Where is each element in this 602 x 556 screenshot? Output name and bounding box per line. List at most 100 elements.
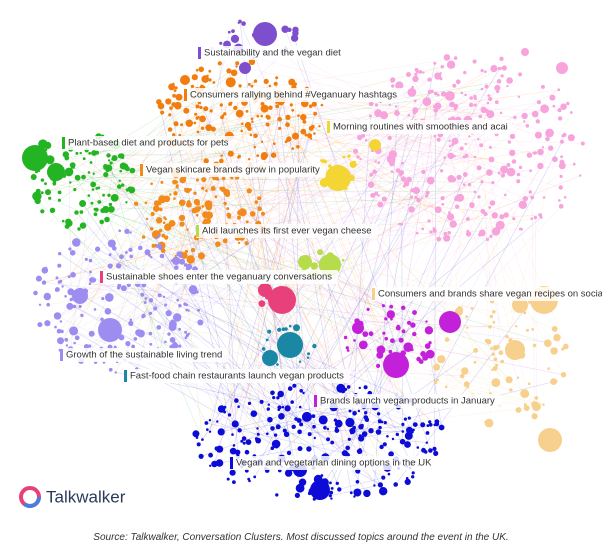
node (296, 418, 302, 423)
node (37, 192, 40, 196)
node (448, 139, 451, 142)
node (229, 469, 236, 476)
node (441, 65, 445, 68)
edge (205, 171, 302, 345)
node (499, 56, 504, 61)
node (363, 415, 369, 420)
node (173, 89, 177, 92)
node (266, 407, 270, 411)
edge (432, 91, 489, 96)
edge (108, 107, 271, 196)
node (35, 275, 42, 282)
node (401, 329, 406, 334)
label-bar (314, 395, 317, 407)
node (179, 254, 183, 258)
node (260, 104, 269, 113)
edge (387, 175, 402, 437)
node (297, 446, 303, 452)
node (444, 337, 450, 342)
edge (216, 128, 312, 237)
node (284, 405, 291, 412)
node (488, 156, 495, 163)
node (150, 211, 155, 217)
node (358, 386, 361, 390)
node (256, 427, 259, 430)
node (308, 104, 313, 108)
node (526, 152, 533, 158)
cluster-label: Consumers rallying behind #Veganuary has… (190, 90, 397, 101)
node (151, 230, 161, 239)
node (258, 300, 266, 307)
node (196, 202, 200, 206)
node (107, 295, 113, 301)
node (465, 217, 470, 221)
node (237, 21, 240, 24)
node (178, 258, 186, 265)
label-bar (198, 47, 201, 59)
node (284, 469, 293, 477)
node (144, 297, 148, 300)
node (501, 65, 507, 71)
node (318, 125, 321, 128)
label-bar (60, 349, 63, 361)
node (461, 367, 469, 375)
edge (174, 181, 483, 212)
node (443, 231, 448, 236)
node (550, 347, 558, 355)
logo-icon-part (19, 486, 41, 508)
node (78, 304, 82, 309)
node (108, 367, 113, 372)
node (263, 78, 269, 84)
node (495, 363, 499, 367)
node (537, 148, 544, 156)
node (90, 201, 94, 205)
node (125, 341, 131, 347)
node (301, 411, 312, 422)
node (307, 432, 312, 437)
node (456, 193, 464, 202)
node (175, 93, 183, 101)
node (265, 122, 270, 127)
node (289, 103, 293, 107)
node (490, 347, 493, 351)
edge (280, 232, 418, 395)
node (535, 119, 540, 124)
edge (342, 112, 502, 391)
hub-node (505, 340, 525, 360)
node (150, 182, 153, 185)
node (119, 162, 127, 170)
node (231, 420, 239, 428)
edge (117, 123, 177, 323)
node (40, 178, 45, 182)
node (64, 155, 70, 161)
node (276, 396, 280, 400)
node (292, 132, 299, 140)
node (400, 222, 404, 226)
node (334, 419, 343, 428)
node (141, 315, 145, 319)
node (100, 208, 106, 214)
node (235, 65, 238, 68)
node (433, 107, 439, 113)
hub-node (98, 318, 122, 342)
node (173, 121, 179, 127)
node (185, 266, 191, 271)
node (489, 234, 493, 238)
node (72, 238, 81, 247)
node (488, 145, 492, 149)
node (545, 136, 550, 142)
node (380, 420, 384, 424)
node (206, 428, 209, 431)
node (495, 344, 500, 350)
node (370, 192, 376, 198)
node (175, 180, 179, 184)
edge (188, 310, 544, 405)
node (567, 134, 575, 142)
edge (76, 212, 277, 447)
node (43, 292, 51, 301)
node (566, 101, 570, 106)
node (406, 426, 413, 434)
node (506, 84, 509, 88)
node (116, 184, 122, 189)
node (407, 113, 411, 117)
